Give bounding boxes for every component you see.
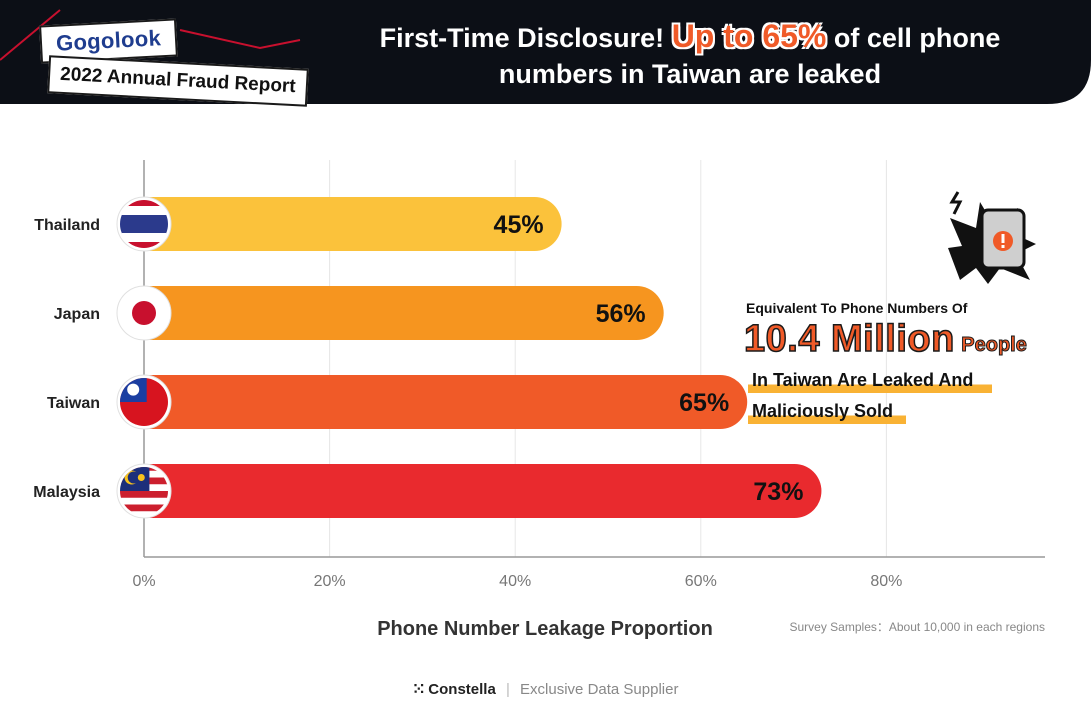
x-tick-label: 80% [870, 573, 902, 590]
bar [144, 286, 664, 340]
headline-line2: numbers in Taiwan are leaked [498, 59, 882, 89]
x-tick-label: 60% [685, 573, 717, 590]
survey-note: Survey Samples：About 10,000 in each regi… [790, 620, 1046, 634]
category-labels: Thailand Japan Taiwan Malaysia [33, 217, 100, 501]
footer-separator: | [505, 681, 510, 698]
callout-number-value: 10.4 Million [743, 317, 955, 361]
category-label: Malaysia [33, 484, 100, 501]
x-tick-label: 40% [499, 573, 531, 590]
category-label: Taiwan [47, 395, 100, 412]
phone-warning-icon [948, 191, 1036, 284]
bar [144, 197, 562, 251]
bar-chart: 45% 56% 65% 73% Thailand Japan Taiwan Malaysia… [33, 160, 1046, 640]
taiwan-flag-icon [116, 374, 172, 430]
bar-value-label: 73% [753, 478, 803, 506]
malaysia-flag-icon [116, 463, 172, 519]
tick-labels: 0% 20% 40% 60% 80% [132, 573, 902, 590]
footer-logo: Constella [428, 681, 496, 698]
bar-value-label: 56% [596, 300, 646, 328]
category-label: Japan [54, 306, 100, 323]
bar [144, 375, 748, 429]
flags [116, 196, 172, 519]
x-axis-title: Phone Number Leakage Proportion [377, 618, 713, 640]
callout-number-unit: People [961, 334, 1028, 357]
callout-intro: Equivalent To Phone Numbers Of [746, 300, 968, 316]
callout-number: 10.4 Million People [743, 317, 1028, 361]
x-tick-label: 20% [314, 573, 346, 590]
japan-flag-icon [116, 285, 172, 341]
callout-line-2: Maliciously Sold [748, 401, 906, 424]
category-label: Thailand [34, 217, 100, 234]
x-tick-label: 0% [132, 573, 155, 590]
footer-subtitle: Exclusive Data Supplier [520, 681, 679, 698]
constella-logo-icon: ⁙ [412, 681, 426, 698]
headline-post: of cell phone [833, 23, 1001, 53]
bars: 45% 56% 65% 73% [144, 197, 822, 518]
headline-highlight: Up to 65% [671, 18, 827, 54]
thailand-flag-icon [116, 196, 172, 252]
bar-value-label: 65% [679, 389, 729, 417]
callout-line-1: In Taiwan Are Leaked And [748, 370, 992, 393]
header-banner: Gogolook 2022 Annual Fraud Report First-… [0, 0, 1091, 107]
bar [144, 464, 822, 518]
headline: First-Time Disclosure! Up to 65% of cell… [330, 18, 1050, 92]
bar-value-label: 45% [494, 211, 544, 239]
headline-pre: First-Time Disclosure! [379, 23, 665, 53]
footer: ⁙ Constella | Exclusive Data Supplier [0, 680, 1091, 698]
